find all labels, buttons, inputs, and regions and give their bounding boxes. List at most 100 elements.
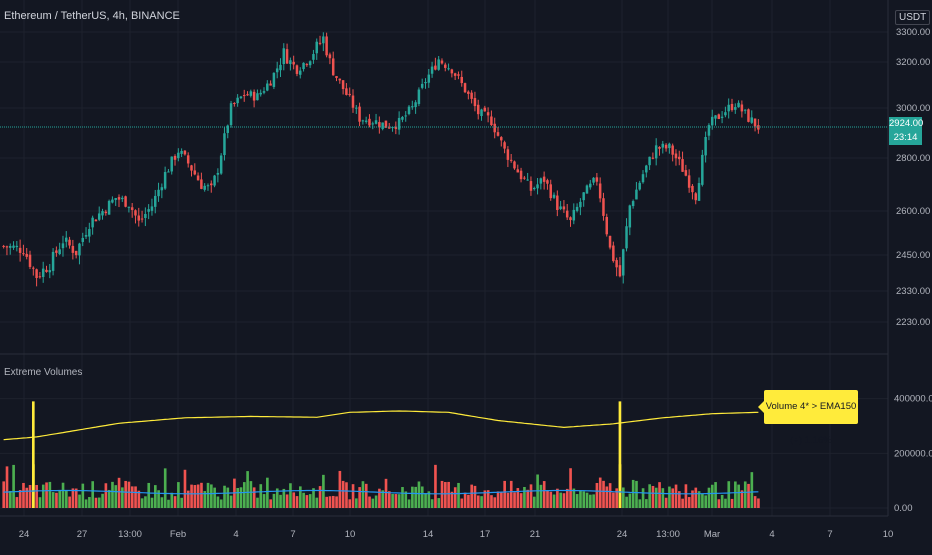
time-tick-label-6: 10: [345, 529, 356, 540]
time-tick-label-10: 24: [617, 529, 628, 540]
candle-body: [140, 218, 144, 220]
volume-bar: [121, 487, 124, 508]
volume-bar: [645, 499, 648, 508]
candle-body: [730, 103, 734, 111]
volume-bar: [724, 498, 727, 508]
volume-bar: [104, 483, 108, 508]
candle-body: [681, 159, 684, 172]
candle-body: [173, 155, 177, 160]
volume-bar: [200, 482, 203, 508]
candle-body: [476, 104, 480, 115]
volume-bar: [493, 497, 497, 508]
volume-bar: [256, 497, 259, 508]
time-tick-label-13: 4: [769, 529, 774, 540]
candle-body: [473, 98, 477, 107]
volume-bar: [259, 484, 263, 508]
candle-body: [61, 243, 65, 249]
candle-body: [252, 91, 256, 101]
candle-body: [628, 205, 632, 228]
volume-bar: [331, 495, 335, 508]
ema150-line: [3, 410, 759, 441]
volume-bar: [750, 472, 754, 508]
candle-body: [150, 206, 154, 211]
volume-bar: [213, 487, 216, 508]
volume-bar: [569, 468, 572, 508]
volume-bar: [282, 488, 286, 508]
candle-body: [569, 217, 572, 221]
volume-bar: [292, 492, 296, 508]
candle-body: [25, 253, 28, 257]
candle-body: [41, 268, 45, 277]
candle-body: [500, 137, 503, 141]
volume-bar: [338, 470, 342, 508]
volume-bar: [41, 484, 45, 508]
candle-body: [117, 197, 121, 200]
volume-bar: [262, 494, 266, 508]
candle-body: [55, 250, 58, 253]
volume-bar: [91, 481, 95, 508]
symbol-title[interactable]: Ethereum / TetherUS, 4h, BINANCE: [4, 10, 180, 22]
candle-body: [592, 177, 595, 183]
volume-bar: [180, 497, 184, 508]
price-tick-label-1: 3200.00: [896, 57, 930, 68]
time-tick-label-0: 24: [19, 529, 30, 540]
volume-bar: [602, 480, 605, 508]
volume-bar: [252, 487, 256, 508]
volume-bar: [150, 497, 154, 508]
volume-bar: [500, 492, 503, 508]
candle-body: [552, 194, 556, 198]
volume-bar: [523, 486, 526, 508]
candle-body: [513, 161, 516, 169]
candle-body: [750, 117, 754, 123]
volume-bar: [463, 492, 467, 508]
volume-bar: [546, 490, 549, 508]
volume-bar: [163, 468, 167, 508]
countdown-value: 23:14: [893, 132, 918, 143]
candle-body: [615, 260, 618, 268]
candle-body: [737, 102, 740, 108]
volume-bar: [401, 487, 404, 508]
volume-bar: [526, 489, 530, 508]
candle-body: [190, 165, 193, 171]
candle-body: [275, 68, 279, 73]
volume-bar: [404, 491, 408, 508]
candle-body: [269, 83, 272, 86]
volume-bar: [8, 490, 12, 508]
volume-bar: [533, 496, 536, 508]
candle-body: [130, 207, 134, 210]
volume-bar: [97, 497, 101, 508]
indicator-title[interactable]: Extreme Volumes: [4, 367, 83, 378]
candle-body: [434, 65, 437, 70]
candle-body: [312, 54, 315, 60]
candle-body: [121, 197, 124, 200]
currency-label[interactable]: USDT: [895, 10, 931, 25]
volume-bar: [734, 481, 737, 508]
volume-bar: [216, 496, 220, 508]
candle-body: [407, 106, 411, 114]
price-tick-label-7: 2230.00: [896, 317, 930, 328]
volume-bar: [94, 497, 98, 508]
candle-body: [15, 245, 19, 248]
candle-body: [727, 104, 730, 112]
volume-bar: [127, 481, 131, 508]
volume-bar: [717, 499, 721, 508]
volume-bar: [117, 477, 121, 508]
candle-body: [177, 152, 180, 159]
candle-body: [635, 189, 638, 200]
candle-body: [678, 156, 681, 160]
candle-body: [107, 200, 111, 215]
volume-bar: [661, 488, 665, 508]
volume-bar: [272, 493, 276, 508]
volume-bar: [206, 482, 210, 508]
volume-bar: [5, 466, 9, 508]
time-tick-label-9: 21: [530, 529, 541, 540]
volume-bar: [318, 486, 322, 508]
candle-body: [88, 229, 91, 237]
volume-bar: [74, 488, 78, 508]
volume-bar: [641, 488, 645, 508]
volume-bar: [242, 482, 246, 508]
candle-body: [196, 175, 200, 181]
candle-body: [562, 206, 566, 210]
volume-bar: [509, 480, 513, 508]
